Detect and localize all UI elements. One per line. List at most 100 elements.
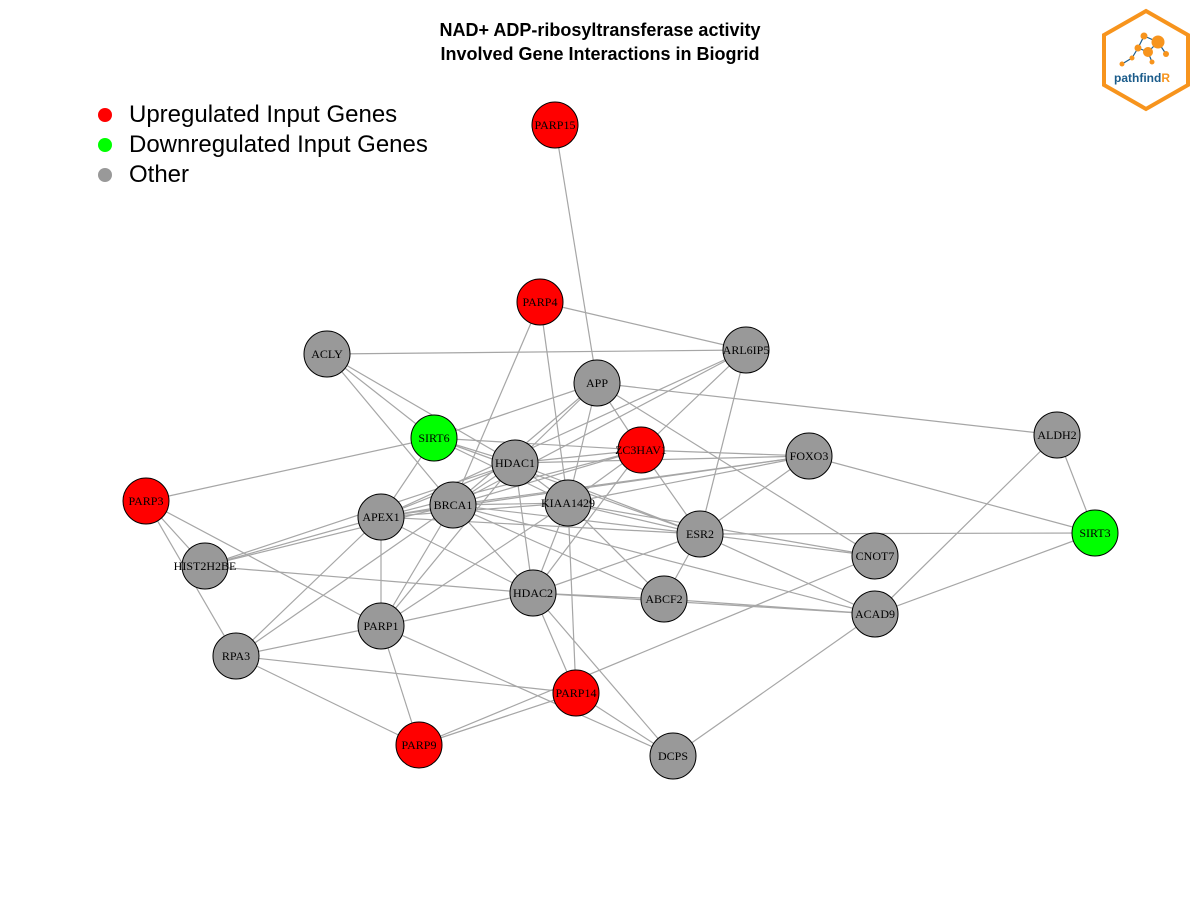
node-label-hdac2: HDAC2: [513, 586, 553, 600]
node-circle-sirt3[interactable]: [1071, 509, 1119, 557]
node-label-aldh2: ALDH2: [1037, 428, 1076, 442]
edge-acad9-dcps: [672, 613, 876, 757]
node-foxo3[interactable]: FOXO3: [785, 432, 833, 480]
edge-hdac2-parp1: [380, 592, 534, 627]
node-label-abcf2: ABCF2: [645, 592, 682, 606]
node-circle-esr2[interactable]: [676, 510, 724, 558]
node-circle-arl6ip5[interactable]: [722, 326, 770, 374]
node-dcps[interactable]: DCPS: [649, 732, 697, 780]
edge-parp3-parp1: [145, 500, 382, 627]
node-circle-parp4[interactable]: [516, 278, 564, 326]
edge-brca1-rpa3: [235, 504, 454, 657]
node-circle-acly[interactable]: [303, 330, 351, 378]
node-label-foxo3: FOXO3: [790, 449, 829, 463]
legend-dot-upregulated: [98, 108, 112, 122]
pathfindr-logo: pathfindR: [1102, 8, 1190, 112]
node-circle-parp9[interactable]: [395, 721, 443, 769]
node-parp15[interactable]: PARP15: [531, 101, 579, 149]
node-parp9[interactable]: PARP9: [395, 721, 443, 769]
chart-title-line1: NAD+ ADP-ribosyltransferase activity: [439, 20, 761, 40]
edge-app-sirt6: [433, 382, 598, 439]
node-label-acly: ACLY: [311, 347, 343, 361]
edge-acly-brca1: [326, 353, 454, 506]
node-rpa3[interactable]: RPA3: [212, 632, 260, 680]
node-zc3hav1[interactable]: ZC3HAV1: [615, 426, 667, 474]
node-label-arl6ip5: ARL6IP5: [723, 343, 770, 357]
node-parp4[interactable]: PARP4: [516, 278, 564, 326]
node-brca1[interactable]: BRCA1: [429, 481, 477, 529]
node-circle-apex1[interactable]: [357, 493, 405, 541]
node-sirt6[interactable]: SIRT6: [410, 414, 458, 462]
edge-apex1-hdac2: [380, 516, 534, 594]
edge-sirt3-acad9: [874, 532, 1096, 615]
edge-sirt6-parp3: [145, 437, 435, 502]
node-apex1[interactable]: APEX1: [357, 493, 405, 541]
node-circle-zc3hav1[interactable]: [617, 426, 665, 474]
node-circle-cnot7[interactable]: [851, 532, 899, 580]
node-circle-kiaa1429[interactable]: [544, 479, 592, 527]
edge-app-aldh2: [596, 382, 1058, 436]
node-circle-app[interactable]: [573, 359, 621, 407]
node-label-hist2h2be: HIST2H2BE: [174, 559, 237, 573]
node-aldh2[interactable]: ALDH2: [1033, 411, 1081, 459]
edge-hdac1-parp1: [380, 462, 516, 627]
node-label-sirt3: SIRT3: [1079, 526, 1110, 540]
node-label-parp9: PARP9: [402, 738, 437, 752]
node-esr2[interactable]: ESR2: [676, 510, 724, 558]
edge-hdac1-esr2: [514, 462, 701, 535]
node-hist2h2be[interactable]: HIST2H2BE: [174, 542, 237, 590]
edge-abcf2-acad9: [663, 598, 876, 615]
edge-arl6ip5-zc3hav1: [640, 349, 747, 451]
chart-title-line2: Involved Gene Interactions in Biogrid: [440, 44, 760, 64]
node-circle-foxo3[interactable]: [785, 432, 833, 480]
node-label-dcps: DCPS: [658, 749, 688, 763]
node-cnot7[interactable]: CNOT7: [851, 532, 899, 580]
node-hdac1[interactable]: HDAC1: [491, 439, 539, 487]
node-app[interactable]: APP: [573, 359, 621, 407]
node-hdac2[interactable]: HDAC2: [509, 569, 557, 617]
edge-arl6ip5-esr2: [699, 349, 747, 535]
edge-parp15-app: [554, 124, 598, 384]
node-circle-sirt6[interactable]: [410, 414, 458, 462]
node-label-parp15: PARP15: [535, 118, 576, 132]
edge-brca1-hist2h2be: [204, 504, 454, 567]
node-circle-parp3[interactable]: [122, 477, 170, 525]
node-label-parp14: PARP14: [556, 686, 597, 700]
node-parp1[interactable]: PARP1: [357, 602, 405, 650]
node-circle-acad9[interactable]: [851, 590, 899, 638]
node-parp3[interactable]: PARP3: [122, 477, 170, 525]
node-label-parp4: PARP4: [523, 295, 558, 309]
node-circle-parp1[interactable]: [357, 602, 405, 650]
node-label-zc3hav1: ZC3HAV1: [615, 443, 667, 457]
node-circle-brca1[interactable]: [429, 481, 477, 529]
node-label-app: APP: [586, 376, 608, 390]
node-arl6ip5[interactable]: ARL6IP5: [722, 326, 770, 374]
node-circle-parp15[interactable]: [531, 101, 579, 149]
legend-label-other: Other: [129, 161, 190, 188]
node-circle-hist2h2be[interactable]: [181, 542, 229, 590]
node-circle-rpa3[interactable]: [212, 632, 260, 680]
node-acad9[interactable]: ACAD9: [851, 590, 899, 638]
node-acly[interactable]: ACLY: [303, 330, 351, 378]
node-circle-hdac2[interactable]: [509, 569, 557, 617]
edge-acly-arl6ip5: [326, 349, 747, 355]
node-kiaa1429[interactable]: KIAA1429: [541, 479, 595, 527]
node-abcf2[interactable]: ABCF2: [640, 575, 688, 623]
node-label-acad9: ACAD9: [855, 607, 895, 621]
edge-parp4-brca1: [452, 301, 541, 506]
node-circle-abcf2[interactable]: [640, 575, 688, 623]
node-sirt3[interactable]: SIRT3: [1071, 509, 1119, 557]
node-circle-hdac1[interactable]: [491, 439, 539, 487]
edge-foxo3-kiaa1429: [567, 455, 810, 504]
node-circle-aldh2[interactable]: [1033, 411, 1081, 459]
node-circle-parp14[interactable]: [552, 669, 600, 717]
node-parp14[interactable]: PARP14: [552, 669, 600, 717]
edge-app-cnot7: [596, 382, 876, 557]
edge-parp4-arl6ip5: [539, 301, 747, 351]
edge-parp14-parp9: [418, 692, 577, 746]
node-circle-dcps[interactable]: [649, 732, 697, 780]
edge-brca1-acad9: [452, 504, 876, 615]
edge-esr2-cnot7: [699, 533, 876, 557]
node-label-kiaa1429: KIAA1429: [541, 496, 595, 510]
node-label-hdac1: HDAC1: [495, 456, 535, 470]
